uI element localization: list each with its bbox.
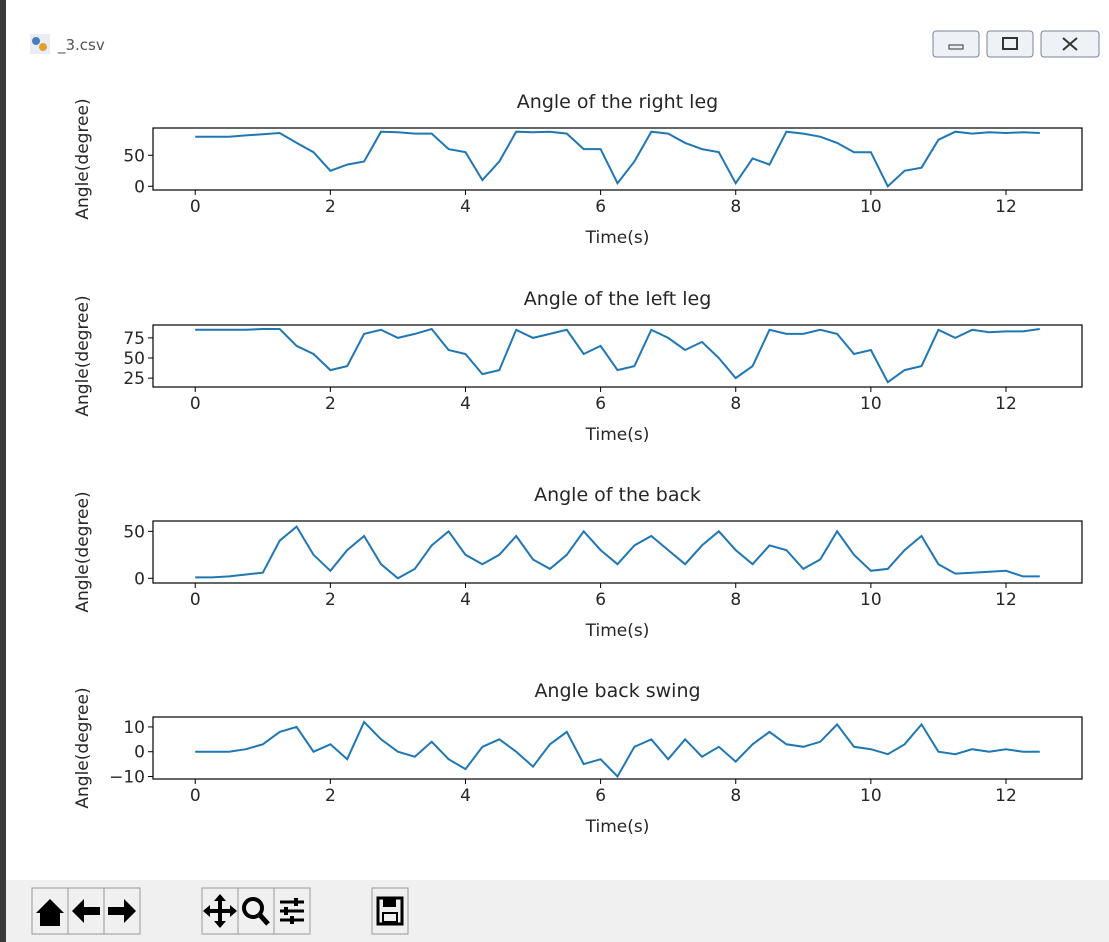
x-tick-label: 10 bbox=[860, 590, 882, 610]
y-axis-label: Angle(degree) bbox=[73, 687, 93, 808]
x-tick-label: 6 bbox=[595, 394, 606, 414]
window-title: _3.csv bbox=[58, 36, 105, 54]
x-tick-label: 12 bbox=[995, 197, 1017, 217]
x-tick-label: 10 bbox=[860, 394, 882, 414]
minimize-button[interactable] bbox=[933, 31, 979, 57]
toolbar bbox=[6, 880, 1109, 942]
y-tick-label: 75 bbox=[123, 329, 145, 349]
x-tick-label: 12 bbox=[995, 786, 1017, 806]
y-tick-label: 50 bbox=[123, 349, 145, 369]
x-tick-label: 2 bbox=[325, 590, 336, 610]
x-tick-label: 12 bbox=[995, 590, 1017, 610]
x-axis-label: Time(s) bbox=[585, 425, 650, 445]
x-tick-label: 2 bbox=[325, 786, 336, 806]
save-button[interactable] bbox=[372, 888, 408, 934]
axes-frame bbox=[153, 717, 1082, 779]
x-tick-label: 8 bbox=[730, 197, 741, 217]
figure: Angle of the right leg 0 2 4 6 8 10 12 0 50 Time(s… bbox=[6, 75, 1109, 880]
x-tick-label: 8 bbox=[730, 786, 741, 806]
x-tick-label: 4 bbox=[460, 590, 471, 610]
app-icon bbox=[28, 32, 52, 56]
x-tick-label: 0 bbox=[190, 197, 201, 217]
title-bar: _3.csv bbox=[6, 0, 1109, 75]
chart-title: Angle of the left leg bbox=[524, 288, 712, 310]
x-tick-label: 12 bbox=[995, 394, 1017, 414]
x-tick-label: 6 bbox=[595, 590, 606, 610]
x-axis-label: Time(s) bbox=[585, 621, 650, 641]
x-tick-label: 4 bbox=[460, 394, 471, 414]
data-line bbox=[195, 527, 1040, 579]
chart-title: Angle of the back bbox=[534, 484, 701, 506]
data-line bbox=[195, 132, 1040, 187]
axes-frame bbox=[153, 325, 1082, 387]
data-line bbox=[195, 722, 1040, 777]
x-tick-label: 0 bbox=[190, 394, 201, 414]
x-tick-label: 4 bbox=[460, 197, 471, 217]
x-tick-label: 8 bbox=[730, 394, 741, 414]
chart-title: Angle of the right leg bbox=[517, 91, 718, 113]
data-line bbox=[195, 329, 1040, 382]
pan-button[interactable] bbox=[202, 888, 238, 934]
x-tick-label: 2 bbox=[325, 394, 336, 414]
x-tick-label: 0 bbox=[190, 786, 201, 806]
y-axis-label: Angle(degree) bbox=[73, 98, 93, 219]
y-tick-label: 0 bbox=[134, 569, 145, 589]
window: _3.csv Angle of the right leg 0 2 4 6 8 10 12 0 5… bbox=[0, 0, 1109, 942]
window-controls[interactable] bbox=[932, 30, 1102, 60]
toolbar-icons[interactable] bbox=[6, 880, 426, 942]
forward-button[interactable] bbox=[104, 888, 140, 934]
y-tick-label: 50 bbox=[123, 522, 145, 542]
chart-title: Angle back swing bbox=[534, 680, 700, 702]
x-axis-label: Time(s) bbox=[585, 817, 650, 837]
y-axis-label: Angle(degree) bbox=[73, 491, 93, 612]
y-tick-label: 0 bbox=[134, 743, 145, 763]
y-tick-label: 0 bbox=[134, 177, 145, 197]
x-tick-label: 6 bbox=[595, 786, 606, 806]
y-tick-label: −10 bbox=[109, 768, 145, 788]
x-axis-label: Time(s) bbox=[585, 228, 650, 248]
x-tick-label: 8 bbox=[730, 590, 741, 610]
y-tick-label: 50 bbox=[123, 146, 145, 166]
x-tick-label: 10 bbox=[860, 197, 882, 217]
y-tick-label: 10 bbox=[123, 718, 145, 738]
back-button[interactable] bbox=[68, 888, 104, 934]
x-tick-label: 6 bbox=[595, 197, 606, 217]
x-tick-label: 4 bbox=[460, 786, 471, 806]
y-tick-label: 25 bbox=[123, 369, 145, 389]
x-tick-label: 0 bbox=[190, 590, 201, 610]
configure-button[interactable] bbox=[274, 888, 310, 934]
zoom-button[interactable] bbox=[238, 888, 274, 934]
y-axis-label: Angle(degree) bbox=[73, 295, 93, 416]
home-button[interactable] bbox=[32, 888, 68, 934]
x-tick-label: 2 bbox=[325, 197, 336, 217]
maximize-button[interactable] bbox=[987, 31, 1033, 57]
x-tick-label: 10 bbox=[860, 786, 882, 806]
